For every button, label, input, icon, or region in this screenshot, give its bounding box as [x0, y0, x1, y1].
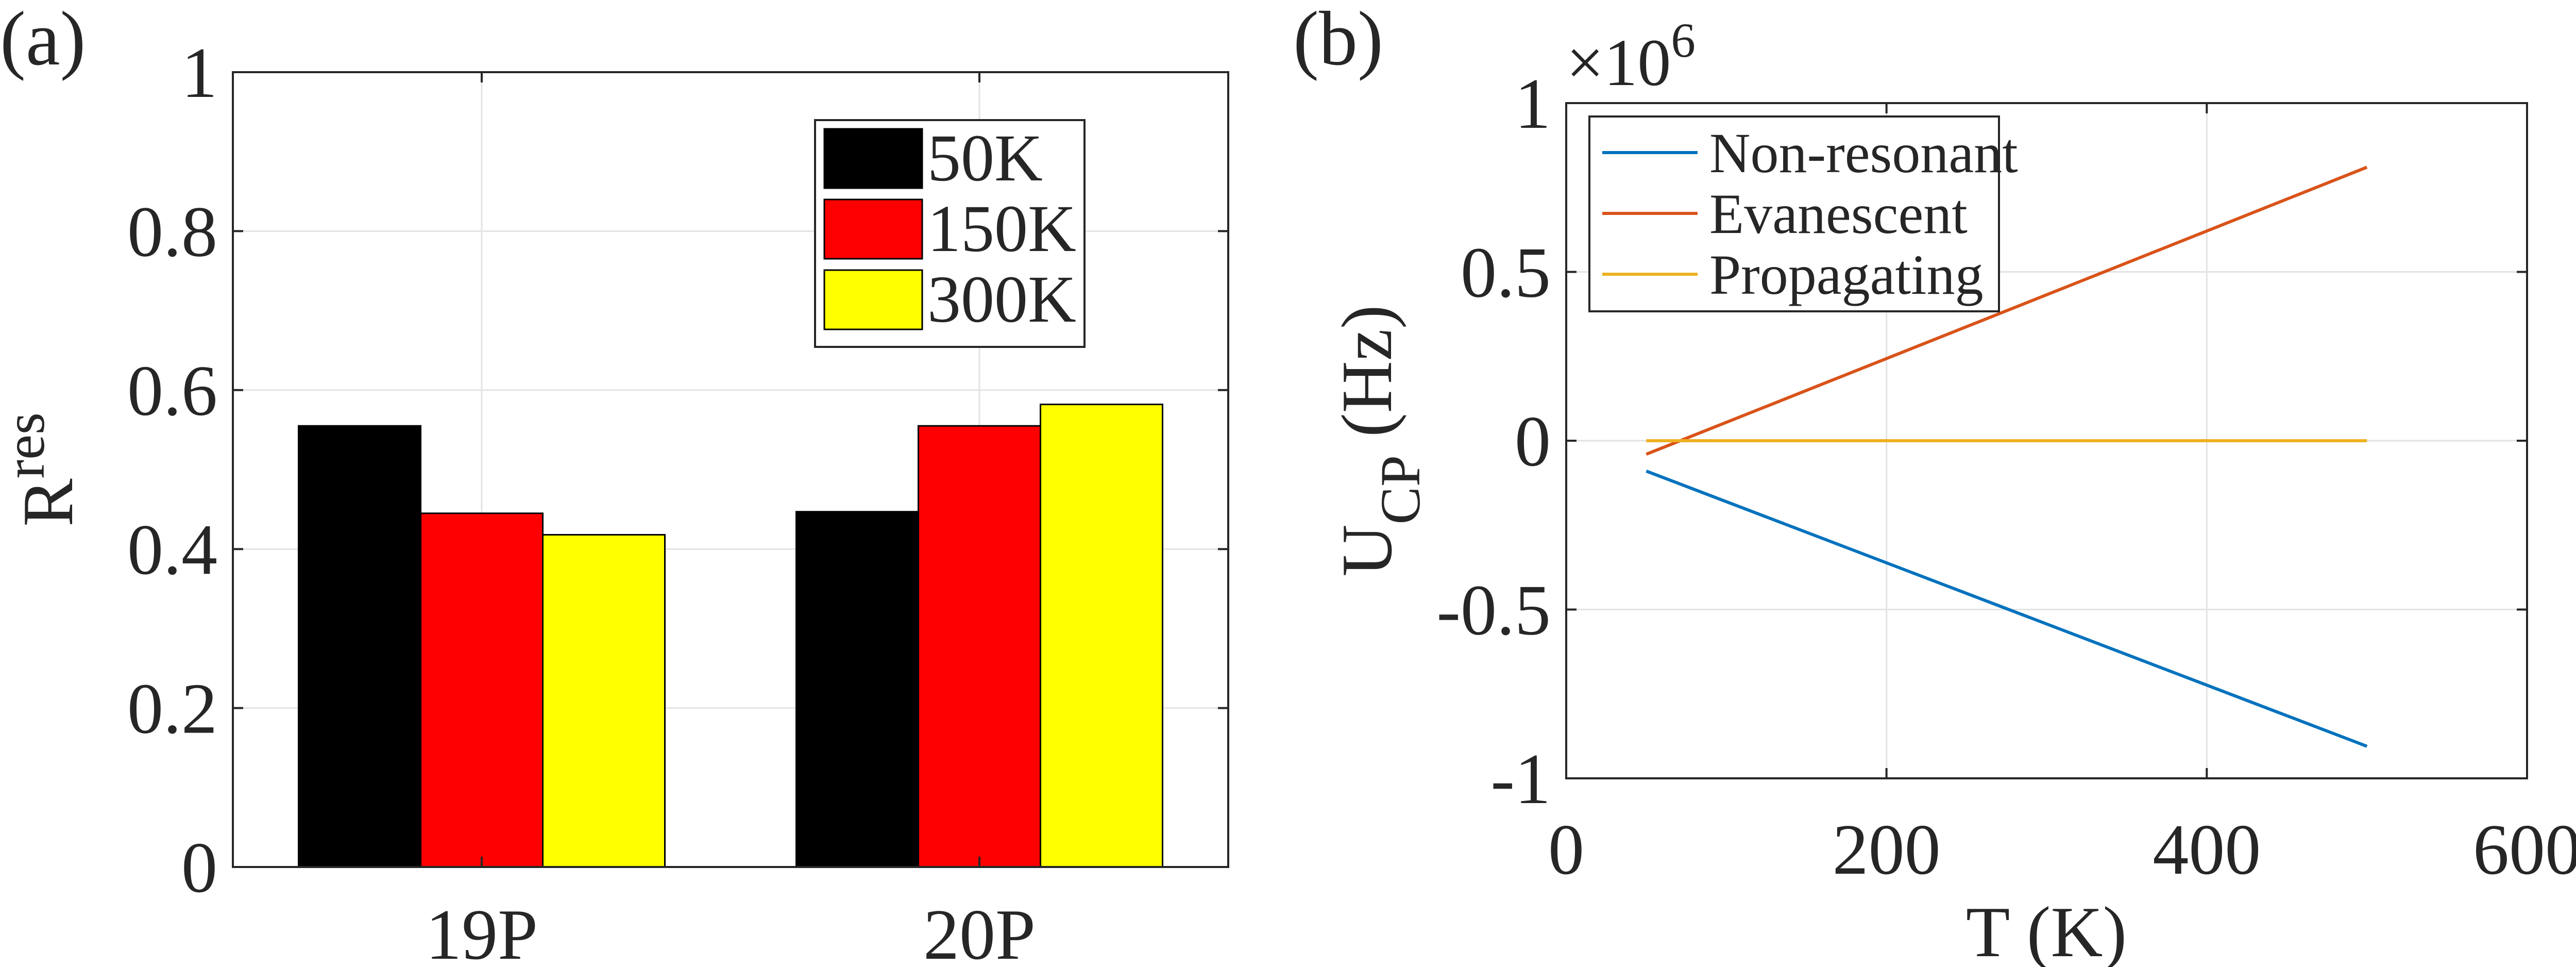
line-y-axis-label-unit: (Hz) — [1327, 305, 1407, 455]
bar-y-axis-label: Rres — [0, 412, 88, 527]
bar-300k-20p — [1040, 404, 1163, 868]
line-y-exponent: ×106 — [1566, 13, 1696, 100]
bar-300k-19p — [542, 533, 666, 868]
line-y-tick-label: 0 — [1515, 402, 1551, 481]
line-legend-label: Non-resonant — [1709, 122, 2018, 185]
bar-legend-label: 150K — [927, 192, 1076, 266]
bar-y-tick-label: 0.6 — [127, 351, 217, 431]
bar-legend-label: 300K — [927, 262, 1076, 337]
line-series — [1646, 165, 2368, 748]
bar-legend-swatch-50k — [823, 128, 923, 189]
panel-label-b: (b) — [1293, 0, 1383, 81]
bar-legend-swatch-300k — [823, 269, 923, 330]
line-y-axis-label-subscript: CP — [1369, 455, 1432, 525]
line-chart-panel: (b) -1 -0.5 0 0.5 1 0 200 400 600 ×106 UCP (Hz)… — [1293, 0, 2576, 967]
bar-chart-panel: (a) 0 0.2 0.4 0.6 0.8 1 19P 20P Rres 50K150K30… — [0, 0, 1229, 967]
line-y-tick-label: -0.5 — [1436, 571, 1551, 651]
line-x-axis-label: T (K) — [1966, 892, 2127, 967]
bar-legend-swatch-150k — [823, 198, 923, 260]
bar-y-tick-label: 0.8 — [127, 192, 217, 272]
line-y-exponent-base: ×10 — [1566, 26, 1671, 100]
line-y-exponent-power: 6 — [1671, 13, 1696, 68]
line-x-tick-label: 200 — [1833, 810, 1941, 890]
line-x-tick-label: 600 — [2473, 810, 2576, 890]
bar-category-label: 20P — [923, 895, 1036, 967]
line-legend-label: Propagating — [1709, 243, 1984, 306]
bar-category-label: 19P — [426, 895, 538, 967]
line-non-resonant — [1646, 470, 2368, 748]
bar-y-tick-label: 0.4 — [127, 510, 217, 590]
line-evanescent — [1646, 165, 2368, 456]
line-x-ticks: 0 200 400 600 — [1548, 103, 2576, 890]
line-y-ticks: -1 -0.5 0 0.5 1 — [1436, 64, 2527, 819]
bar-y-tick-label: 0 — [181, 828, 217, 908]
bar-plot-frame — [232, 71, 1229, 868]
panel-label-a: (a) — [0, 0, 86, 81]
line-x-tick-label: 400 — [2153, 810, 2261, 890]
bar-150k-19p — [420, 512, 544, 868]
bar-50k-19p — [298, 425, 421, 868]
line-legend-label: Evanescent — [1709, 182, 1968, 245]
bar-y-axis-label-base: R — [8, 478, 88, 527]
bar-50k-20p — [795, 511, 919, 868]
line-y-axis-label-base: U — [1327, 524, 1407, 576]
line-x-tick-label: 0 — [1548, 810, 1584, 890]
bar-150k-20p — [918, 425, 1041, 868]
bar-y-tick-label: 0.2 — [127, 669, 217, 749]
bar-y-tick-label: 1 — [181, 33, 217, 113]
bar-x-ticks: 19P 20P — [426, 72, 1036, 967]
line-y-tick-label: 0.5 — [1461, 233, 1551, 313]
line-y-tick-label: -1 — [1490, 739, 1551, 819]
bar-series — [298, 404, 1163, 868]
bar-y-ticks: 0 0.2 0.4 0.6 0.8 1 — [127, 33, 1228, 908]
bar-y-axis-label-superscript: res — [0, 412, 56, 478]
bar-legend-label: 50K — [927, 121, 1043, 195]
line-y-tick-label: 1 — [1515, 64, 1551, 144]
line-y-axis-label: UCP (Hz) — [1327, 305, 1432, 576]
